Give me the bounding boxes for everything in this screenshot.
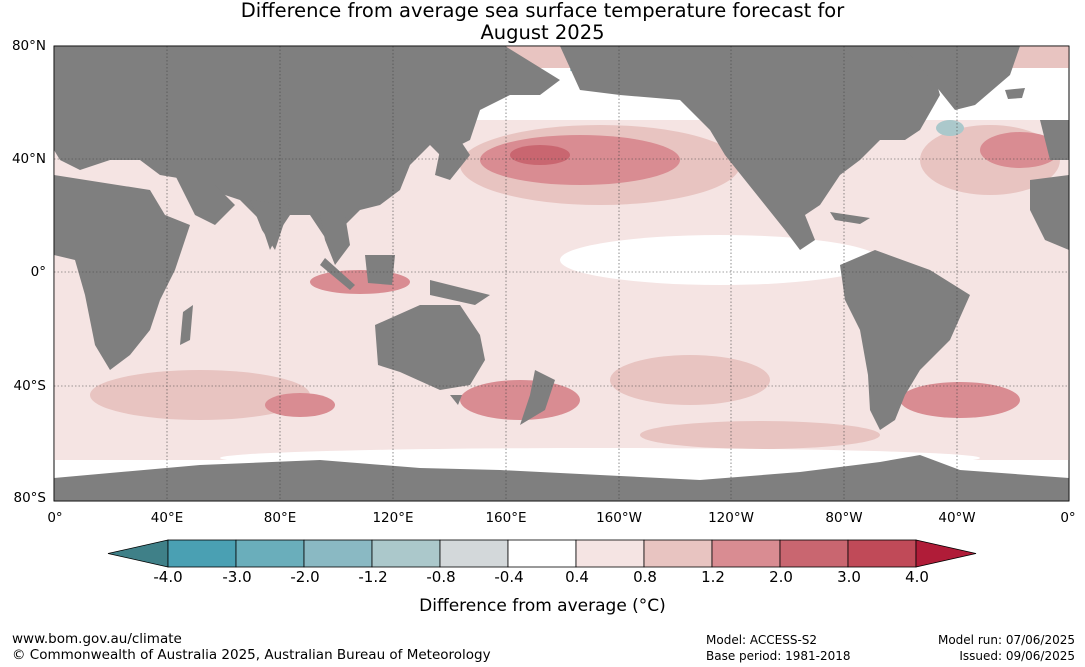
colorbar-tick-label: 0.8 xyxy=(633,568,657,586)
lon-label-80e: 80°E xyxy=(263,510,297,526)
colorbar-tick-label: -1.2 xyxy=(358,568,388,586)
colorbar-high-extension xyxy=(915,539,977,568)
map-title-line1: Difference from average sea surface temp… xyxy=(240,0,845,22)
anomaly-southern-neutral xyxy=(220,448,980,468)
lon-label-160e: 160°E xyxy=(485,510,527,526)
land-west-africa xyxy=(1030,175,1069,250)
colorbar-tick-label: -4.0 xyxy=(153,568,183,586)
anomaly-maritime-continent xyxy=(310,270,410,294)
land-indochina xyxy=(320,215,350,265)
land-north-america xyxy=(560,46,940,250)
lon-label-40e: 40°E xyxy=(150,510,184,526)
land-borneo xyxy=(365,255,395,285)
colorbar-tick-label: -0.8 xyxy=(426,568,456,586)
lon-label-120e: 120°E xyxy=(372,510,414,526)
map-graticule xyxy=(54,46,1069,501)
colorbar-swatch xyxy=(371,539,441,568)
land-arabia xyxy=(175,175,235,225)
lon-label-40w: 40°W xyxy=(938,510,976,526)
land-japan xyxy=(435,140,470,180)
footer-website: www.bom.gov.au/climate xyxy=(12,631,182,647)
land-africa xyxy=(54,175,190,370)
footer-issued: Issued: 09/06/2025 xyxy=(959,649,1075,663)
anomaly-north-pacific-core xyxy=(480,135,680,185)
map-title-line2: August 2025 xyxy=(480,21,605,44)
land-masses xyxy=(54,46,1069,501)
lat-label-80n: 80°N xyxy=(11,38,46,54)
colorbar-tick-label: 3.0 xyxy=(837,568,861,586)
colorbar-tick-label: -2.0 xyxy=(290,568,320,586)
colorbar xyxy=(107,539,977,568)
colorbar-swatch xyxy=(507,539,577,568)
colorbar-swatch xyxy=(439,539,509,568)
colorbar-tick-label: -3.0 xyxy=(222,568,252,586)
lat-label-0: 0° xyxy=(30,264,46,280)
land-australia xyxy=(375,305,485,390)
anomaly-south-pacific xyxy=(610,355,770,405)
lon-label-80w: 80°W xyxy=(825,510,863,526)
anomaly-labrador-cool xyxy=(936,120,964,136)
anomaly-south-indian-core xyxy=(265,393,335,417)
land-europe-east xyxy=(1040,120,1069,160)
land-new-zealand xyxy=(520,370,555,425)
lon-label-120w: 120°W xyxy=(708,510,754,526)
anomaly-south-indian xyxy=(90,370,310,420)
anomaly-south-atlantic xyxy=(900,382,1020,418)
colorbar-swatch xyxy=(167,539,237,568)
land-greenland xyxy=(900,46,1020,110)
colorbar-tick-label: 0.4 xyxy=(565,568,589,586)
lon-label-160w: 160°W xyxy=(596,510,642,526)
footer-base-period: Base period: 1981-2018 xyxy=(706,649,851,663)
colorbar-tick-label: 4.0 xyxy=(905,568,929,586)
colorbar-swatch xyxy=(235,539,305,568)
lat-label-40s: 40°S xyxy=(13,378,47,394)
colorbar-swatch xyxy=(303,539,373,568)
lon-label-0-left: 0° xyxy=(47,510,63,526)
colorbar-swatch xyxy=(779,539,849,568)
lat-label-40n: 40°N xyxy=(11,151,46,167)
anomaly-southern-ocean xyxy=(640,421,880,449)
colorbar-tick-label: -0.4 xyxy=(494,568,524,586)
anomaly-eq-pacific-neutral xyxy=(560,235,880,285)
land-sumatra xyxy=(320,258,355,290)
footer-model-run: Model run: 07/06/2025 xyxy=(937,633,1075,647)
colorbar-title: Difference from average (°C) xyxy=(419,596,666,616)
land-antarctica xyxy=(54,455,1069,501)
colorbar-swatch xyxy=(847,539,917,568)
land-eurasia xyxy=(54,46,560,250)
anomaly-north-pacific-peak xyxy=(510,145,570,165)
land-cuba xyxy=(830,212,870,224)
footer-copyright: © Commonwealth of Australia 2025, Austra… xyxy=(12,647,491,663)
colorbar-swatch xyxy=(711,539,781,568)
land-new-guinea xyxy=(430,280,490,305)
colorbar-low-extension xyxy=(107,539,169,568)
colorbar-tick-label: 1.2 xyxy=(701,568,725,586)
land-madagascar xyxy=(180,305,193,345)
colorbar-tick-label: 2.0 xyxy=(769,568,793,586)
land-south-america xyxy=(840,250,970,430)
lat-label-80s: 80°S xyxy=(13,490,47,506)
map-frame xyxy=(53,45,1070,502)
colorbar-swatch xyxy=(575,539,645,568)
footer-model: Model: ACCESS-S2 xyxy=(706,633,818,647)
land-tasmania xyxy=(450,395,462,405)
colorbar-swatch xyxy=(643,539,713,568)
land-iceland xyxy=(1005,88,1025,99)
lon-label-0-right: 0° xyxy=(1060,510,1076,526)
land-india xyxy=(250,200,290,250)
